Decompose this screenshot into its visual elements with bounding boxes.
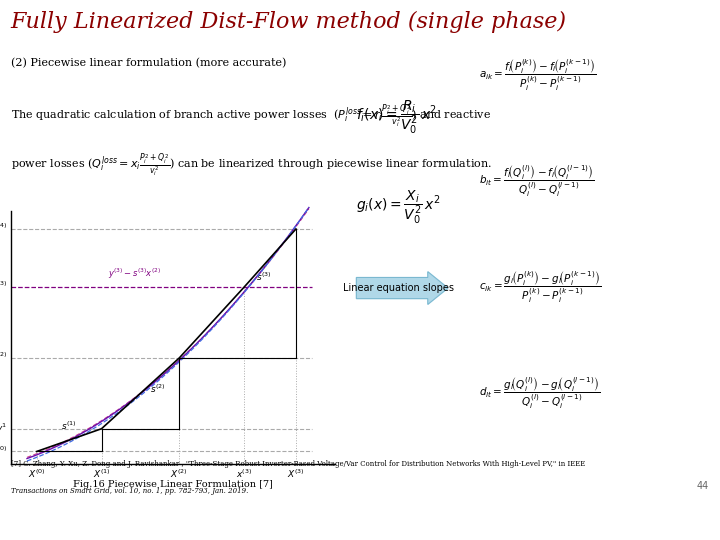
Text: Fig.16 Piecewise Linear Formulation [7]: Fig.16 Piecewise Linear Formulation [7]: [73, 480, 273, 489]
Text: $X^{(1)}$: $X^{(1)}$: [93, 467, 110, 480]
Text: Iowa State University: Iowa State University: [22, 511, 204, 525]
Text: (2) Piecewise linear formulation (more accurate): (2) Piecewise linear formulation (more a…: [11, 58, 286, 68]
Text: $y^{(3)}-s^{(3)}x^{(2)}$: $y^{(3)}-s^{(3)}x^{(2)}$: [108, 267, 161, 281]
Text: $X^{(0)}$: $X^{(0)}$: [28, 467, 45, 480]
Text: The quadratic calculation of branch active power losses  ($P_i^{loss} = r_i\frac: The quadratic calculation of branch acti…: [11, 103, 491, 129]
Text: $b_{it} = \dfrac{f_i\!\left(Q_i^{(l)}\right)-f_i\!\left(Q_i^{(l-1)}\right)}{Q_i^: $b_{it} = \dfrac{f_i\!\left(Q_i^{(l)}\ri…: [479, 164, 595, 199]
Text: Transactions on Smart Grid, vol. 10, no. 1, pp. 782-793, Jan. 2019.: Transactions on Smart Grid, vol. 10, no.…: [11, 487, 248, 495]
Text: $x^{(3)}$: $x^{(3)}$: [236, 467, 252, 480]
Text: Fully Linearized Dist-Flow method (single phase): Fully Linearized Dist-Flow method (singl…: [11, 11, 567, 33]
Text: $X^{(2)}$: $X^{(2)}$: [171, 467, 188, 480]
Text: $X^{(3)}$: $X^{(3)}$: [287, 467, 305, 480]
Text: $y^{(0)}$: $y^{(0)}$: [0, 444, 8, 458]
Text: $s^{(1)}$: $s^{(1)}$: [61, 420, 77, 432]
Text: $f_i(x) = \dfrac{R_i}{V_0^2}\,x^2$: $f_i(x) = \dfrac{R_i}{V_0^2}\,x^2$: [356, 98, 438, 136]
Text: $d_{lt} = \dfrac{g_i\!\left(Q_i^{(l)}\right)-g_i\!\left(Q_i^{(l-1)}\right)}{Q_i^: $d_{lt} = \dfrac{g_i\!\left(Q_i^{(l)}\ri…: [479, 376, 600, 411]
Text: $c_{lk} = \dfrac{g_i\!\left(P_i^{(k)}\right)-g_i\!\left(P_i^{(k-1)}\right)}{P_i^: $c_{lk} = \dfrac{g_i\!\left(P_i^{(k)}\ri…: [479, 270, 602, 305]
Text: $y^{1}$: $y^{1}$: [0, 422, 8, 436]
Text: 44: 44: [697, 481, 709, 491]
Text: [7] C. Zhang, Y. Xu, Z. Dong and J. Ravishankar , "Three-Stage Robust Inverter-B: [7] C. Zhang, Y. Xu, Z. Dong and J. Ravi…: [11, 460, 585, 468]
Text: $s^{(2)}$: $s^{(2)}$: [150, 383, 166, 395]
Text: Linear equation slopes: Linear equation slopes: [343, 283, 454, 293]
Text: $y^{(4)}$: $y^{(4)}$: [0, 222, 8, 236]
Text: $y^{(3)}$: $y^{(3)}$: [0, 280, 8, 294]
Text: power losses ($Q_i^{loss} = x_i\frac{P_i^2+Q_i^2}{v_i^2}$) can be linearized thr: power losses ($Q_i^{loss} = x_i\frac{P_i…: [11, 153, 492, 178]
FancyArrow shape: [356, 272, 448, 305]
Text: $y^{(2)}$: $y^{(2)}$: [0, 351, 8, 365]
Text: $g_i(x) = \dfrac{X_i}{V_0^2}\,x^2$: $g_i(x) = \dfrac{X_i}{V_0^2}\,x^2$: [356, 189, 441, 226]
Text: $s^{(3)}$: $s^{(3)}$: [256, 271, 271, 283]
Text: $a_{ik} = \dfrac{f_i\!\left(P_i^{(k)}\right)-f_i\!\left(P_i^{(k-1)}\right)}{P_i^: $a_{ik} = \dfrac{f_i\!\left(P_i^{(k)}\ri…: [479, 58, 596, 93]
